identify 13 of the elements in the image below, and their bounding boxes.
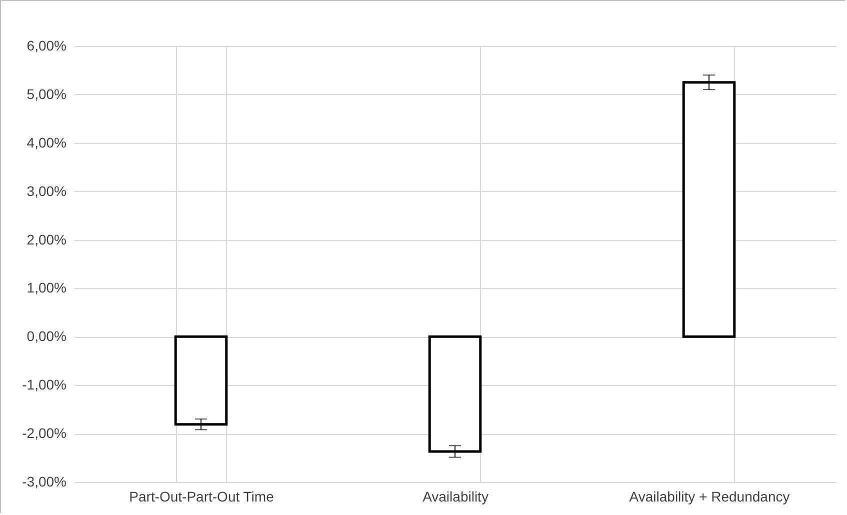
y-tick-label: 4,00%	[26, 134, 66, 150]
x-tick-label: Part-Out-Part-Out Time	[129, 488, 274, 504]
y-tick-label: 2,00%	[26, 231, 66, 248]
y-tick-label: 5,00%	[26, 86, 66, 102]
x-tick-label: Availability + Redundancy	[629, 488, 790, 504]
x-tick-label: Availability	[422, 488, 488, 504]
y-tick-label: 6,00%	[26, 38, 66, 54]
y-tick-label: -3,00%	[22, 474, 66, 490]
y-tick-label: 0,00%	[26, 328, 66, 344]
y-tick-label: -2,00%	[22, 425, 66, 442]
y-tick-label: 3,00%	[26, 182, 66, 199]
y-tick-label: 1,00%	[26, 280, 66, 296]
y-tick-label: -1,00%	[22, 376, 66, 393]
